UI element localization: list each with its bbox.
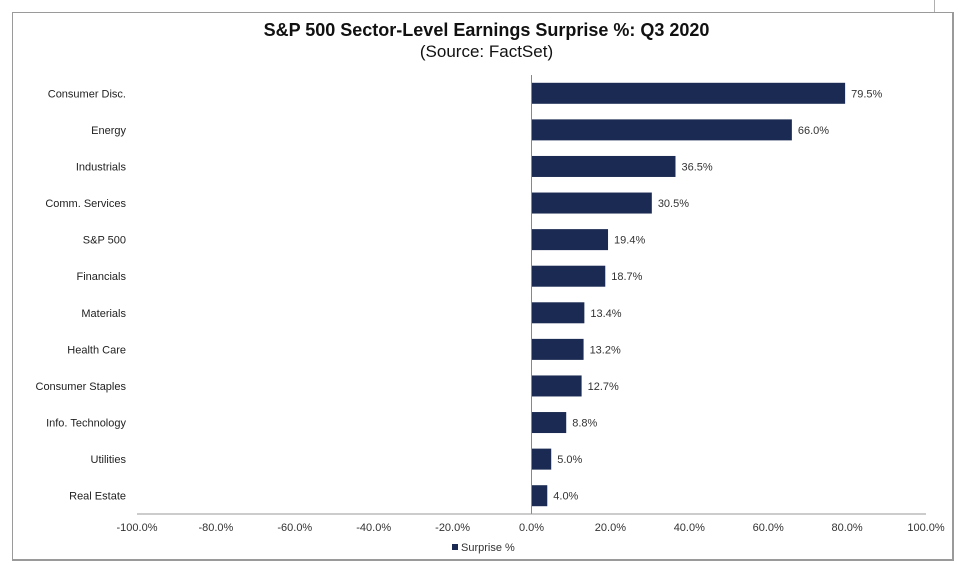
x-tick-label: -60.0% xyxy=(277,522,312,534)
bar-info-technology xyxy=(531,412,567,434)
data-label: 4.0% xyxy=(553,491,578,503)
x-tick-label: 80.0% xyxy=(831,522,862,534)
chart-subtitle: (Source: FactSet) xyxy=(419,42,554,61)
category-label: Energy xyxy=(91,125,126,137)
legend-label: Surprise % xyxy=(461,542,515,554)
data-label: 13.4% xyxy=(590,308,621,320)
data-label: 8.8% xyxy=(572,418,597,430)
category-label: Health Care xyxy=(67,344,126,356)
data-label: 79.5% xyxy=(851,88,882,100)
data-label: 30.5% xyxy=(658,198,689,210)
bar-consumer-staples xyxy=(531,375,582,397)
data-label: 36.5% xyxy=(681,161,712,173)
bar-s-p-500 xyxy=(531,229,609,251)
x-tick-label: 0.0% xyxy=(519,522,544,534)
bar-real-estate xyxy=(531,485,548,507)
bar-energy xyxy=(531,119,792,141)
bar-materials xyxy=(531,302,585,324)
category-label: Utilities xyxy=(91,454,127,466)
x-tick-label: -40.0% xyxy=(356,522,391,534)
x-tick-label: 20.0% xyxy=(595,522,626,534)
bars-group xyxy=(531,82,846,507)
category-label: Materials xyxy=(81,308,126,320)
category-label: Financials xyxy=(76,271,126,283)
chart-title: S&P 500 Sector-Level Earnings Surprise %… xyxy=(263,20,710,40)
data-label: 66.0% xyxy=(798,125,829,137)
x-tick-label: 40.0% xyxy=(674,522,705,534)
category-label: S&P 500 xyxy=(83,235,126,247)
data-label: 18.7% xyxy=(611,271,642,283)
bar-health-care xyxy=(531,338,584,360)
category-labels: Consumer Disc. Energy Industrials Comm. Ser… xyxy=(36,88,127,502)
window-edge-line xyxy=(934,0,935,12)
data-labels: 79.5% 66.0% 36.5% 30.5% 19.4% 18.7% 13.4% 13.2%… xyxy=(553,88,882,502)
category-label: Info. Technology xyxy=(46,418,126,430)
data-label: 5.0% xyxy=(557,454,582,466)
bar-consumer-disc xyxy=(531,82,846,104)
data-label: 12.7% xyxy=(588,381,619,393)
x-tick-labels: -100.0% -80.0% -60.0% -40.0% -20.0% 0.0% 20.0%… xyxy=(117,522,945,534)
x-tick-label: 60.0% xyxy=(753,522,784,534)
category-label: Real Estate xyxy=(69,491,126,503)
x-tick-label: -100.0% xyxy=(117,522,158,534)
data-label: 19.4% xyxy=(614,235,645,247)
bar-industrials xyxy=(531,155,676,177)
bar-comm-services xyxy=(531,192,652,214)
legend-swatch xyxy=(452,544,458,550)
bar-financials xyxy=(531,265,606,287)
category-label: Consumer Staples xyxy=(36,381,127,393)
x-tick-label: 100.0% xyxy=(907,522,945,534)
category-label: Comm. Services xyxy=(45,198,126,210)
category-label: Consumer Disc. xyxy=(48,88,126,100)
legend: Surprise % xyxy=(452,542,515,554)
bar-utilities xyxy=(531,448,552,470)
x-tick-label: -20.0% xyxy=(435,522,470,534)
x-tick-label: -80.0% xyxy=(198,522,233,534)
category-label: Industrials xyxy=(76,161,127,173)
data-label: 13.2% xyxy=(590,344,621,356)
